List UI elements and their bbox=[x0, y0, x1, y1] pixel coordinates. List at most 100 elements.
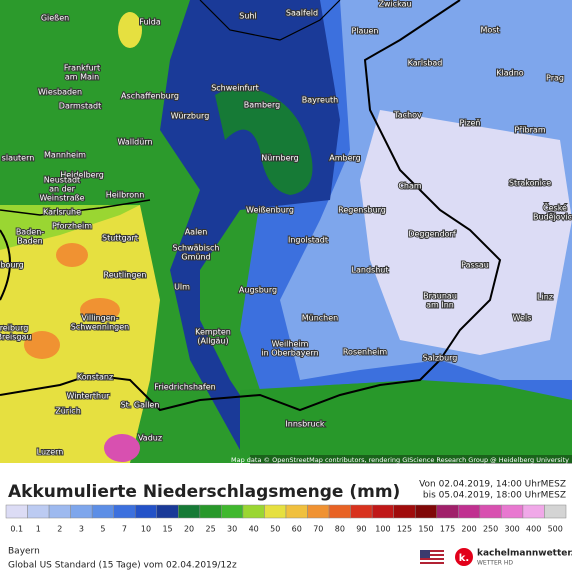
legend-label: 15 bbox=[162, 525, 172, 534]
brand-sub: WETTER HD bbox=[477, 560, 513, 567]
city-label: sbourg bbox=[0, 261, 24, 270]
legend-label: 125 bbox=[397, 525, 412, 534]
border bbox=[0, 229, 11, 301]
city-label: Amberg bbox=[329, 154, 361, 163]
city-label: Heilbronn bbox=[106, 191, 145, 200]
legend-label: 50 bbox=[270, 525, 280, 534]
legend-label: 250 bbox=[483, 525, 498, 534]
area-50 bbox=[118, 12, 142, 48]
city-label: Příbram bbox=[514, 126, 545, 135]
legend-swatch bbox=[501, 504, 524, 519]
legend-label: 90 bbox=[356, 525, 366, 534]
legend-label: 300 bbox=[505, 525, 520, 534]
legend-label: 400 bbox=[526, 525, 541, 534]
city-label: Prag bbox=[546, 74, 564, 83]
city-label: Darmstadt bbox=[59, 102, 101, 111]
city-label: Walldürn bbox=[117, 138, 152, 147]
city-label: Strakonice bbox=[509, 179, 551, 188]
legend-swatch bbox=[371, 504, 394, 519]
city-label: Aschaffenburg bbox=[121, 92, 179, 101]
city-label: Gießen bbox=[41, 14, 69, 23]
city-label: Mannheim bbox=[44, 151, 86, 160]
city-label: Baden- bbox=[16, 228, 44, 237]
city-label: Wiesbaden bbox=[38, 88, 82, 97]
city-label: Weinstraße bbox=[39, 194, 84, 203]
legend-swatch bbox=[328, 504, 351, 519]
area-50 bbox=[0, 205, 160, 463]
city-label: Winterthur bbox=[67, 392, 111, 401]
city-label: Frankfurt bbox=[64, 64, 100, 73]
legend-swatch bbox=[134, 504, 158, 519]
city-labels: Gießen Fulda Suhl Saalfeld Zwickau Plauen Most… bbox=[0, 0, 572, 458]
legend-label: 20 bbox=[184, 525, 194, 534]
legend-label: 40 bbox=[249, 525, 259, 534]
city-label: Pforzheim bbox=[52, 222, 92, 231]
city-label: Bayreuth bbox=[302, 96, 338, 105]
legend-label: 100 bbox=[375, 525, 390, 534]
legend-swatch bbox=[479, 504, 502, 519]
city-label: Zwickau bbox=[378, 0, 411, 9]
city-label: Friedrichshafen bbox=[154, 383, 215, 392]
city-label: Ingolstadt bbox=[288, 236, 328, 245]
legend-swatch bbox=[178, 504, 201, 519]
city-label: Stuttgart bbox=[102, 234, 138, 243]
city-label: Bamberg bbox=[244, 101, 280, 110]
legend-label: 10 bbox=[141, 525, 151, 534]
city-label: Konstanz bbox=[77, 373, 113, 382]
city-label: Budějovice bbox=[533, 213, 572, 222]
city-label: Reutlingen bbox=[104, 271, 147, 280]
brand: kachelmannwetter.com bbox=[477, 549, 572, 559]
legend-swatch bbox=[436, 504, 459, 519]
city-label: Landshut bbox=[352, 266, 389, 275]
attribution: Map data © OpenStreetMap contributors, r… bbox=[231, 456, 569, 464]
logo bbox=[455, 548, 473, 566]
city-label: Luzern bbox=[37, 448, 64, 457]
city-label: an der bbox=[49, 185, 76, 194]
city-label: Aalen bbox=[185, 228, 208, 237]
city-label: St. Gallen bbox=[121, 401, 160, 410]
city-label: Plauen bbox=[351, 27, 378, 36]
legend-label: 80 bbox=[335, 525, 345, 534]
legend-swatch bbox=[393, 504, 416, 519]
area-20 bbox=[215, 87, 313, 195]
legend-swatch bbox=[48, 504, 71, 519]
legend-label: 5 bbox=[100, 525, 105, 534]
city-label: Most bbox=[480, 26, 499, 35]
border bbox=[0, 0, 502, 412]
city-label: Cham bbox=[398, 182, 422, 191]
city-label: in Oberbayern bbox=[261, 349, 318, 358]
city-label: Baden bbox=[17, 237, 42, 246]
city-label: Salzburg bbox=[423, 354, 458, 363]
model: Global US Standard (15 Tage) vom 02.04.2… bbox=[8, 561, 237, 571]
city-label: Braunau bbox=[423, 292, 457, 301]
city-label: reiburg bbox=[0, 324, 28, 333]
legend-swatch bbox=[458, 504, 481, 519]
legend-label: 0.1 bbox=[10, 525, 23, 534]
precip-map: Map data © OpenStreetMap contributors, r… bbox=[0, 0, 572, 464]
legend-label: 500 bbox=[548, 525, 563, 534]
legend-label: 2 bbox=[57, 525, 62, 534]
legend-label: 150 bbox=[418, 525, 433, 534]
time-to: bis 05.04.2019, 18:00 UhrMESZ bbox=[423, 491, 566, 501]
legend-label: 7 bbox=[122, 525, 127, 534]
city-label: Würzburg bbox=[171, 112, 210, 121]
city-label: Nürnberg bbox=[261, 154, 299, 163]
legend-swatch bbox=[350, 504, 373, 519]
legend-label: 60 bbox=[292, 525, 302, 534]
city-label: České bbox=[543, 202, 567, 213]
city-label: Karlsbad bbox=[408, 59, 443, 68]
attribution-bg bbox=[250, 455, 572, 464]
city-label: Heidelberg bbox=[60, 171, 104, 180]
flag-us bbox=[420, 550, 444, 564]
city-label: Neustadt bbox=[44, 176, 80, 185]
city-label: Wels bbox=[513, 314, 532, 323]
region: Bayern bbox=[8, 547, 40, 557]
legend-label: 25 bbox=[206, 525, 216, 534]
area-15 bbox=[160, 0, 340, 450]
city-label: Kladno bbox=[496, 69, 524, 78]
legend-swatch bbox=[285, 504, 308, 519]
city-label: Kempten bbox=[195, 328, 231, 337]
city-label: Tachov bbox=[393, 111, 422, 120]
area-70 bbox=[56, 243, 88, 267]
city-label: Pizeň bbox=[459, 118, 480, 128]
